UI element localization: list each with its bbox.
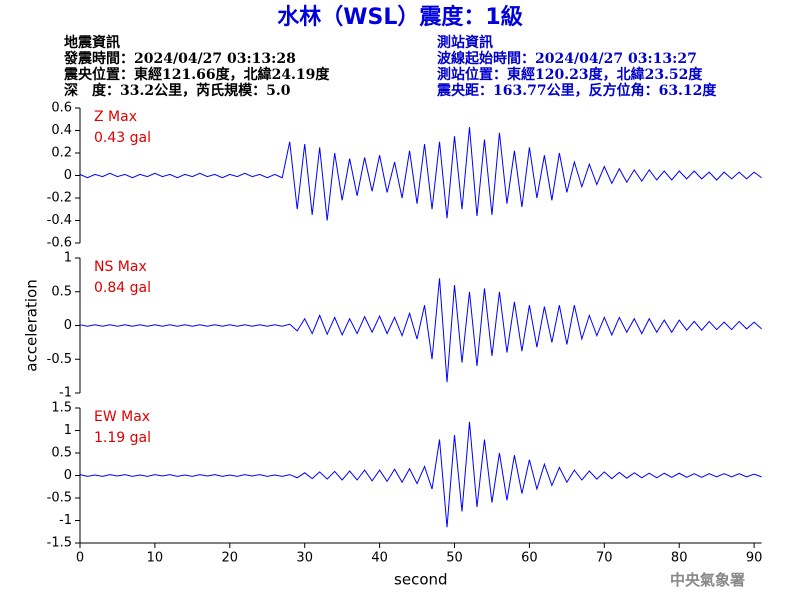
chart-title: 水林（WSL）震度：1級 — [277, 4, 522, 30]
info-text: 測站位置：東經120.23度，北緯23.52度 — [437, 66, 703, 83]
x-tick-label: 70 — [596, 551, 613, 566]
y-tick-label: -1 — [59, 513, 72, 528]
panel-label: Z Max — [94, 109, 137, 125]
info-text: 地震資訊 — [64, 34, 120, 51]
waveform — [79, 278, 762, 383]
y-tick-label: -0.5 — [47, 491, 72, 506]
x-tick-label: 50 — [446, 551, 463, 566]
y-tick-label: 0.5 — [51, 446, 72, 461]
panel-label: EW Max — [94, 409, 150, 425]
y-tick-label: -0.6 — [47, 236, 72, 251]
waveform — [79, 421, 762, 528]
y-axis-label: acceleration — [23, 279, 41, 371]
x-tick-label: 90 — [746, 551, 763, 566]
footer: 中央氣象署 — [670, 571, 745, 589]
info-text: 深 度：33.2公里，芮氏規模：5.0 — [64, 82, 291, 99]
y-tick-label: 0 — [64, 318, 72, 333]
y-tick-label: 0 — [64, 168, 72, 183]
x-tick-label: 30 — [296, 551, 313, 566]
info-text: 波線起始時間：2024/04/27 03:13:27 — [437, 50, 697, 67]
x-tick-label: 0 — [76, 551, 84, 566]
y-tick-label: -0.4 — [47, 213, 72, 228]
waveform — [79, 127, 762, 221]
info-text: 測站資訊 — [437, 34, 493, 51]
info-text: 震央位置：東經121.66度，北緯24.19度 — [63, 66, 330, 83]
y-tick-label: 1 — [64, 423, 72, 438]
y-tick-label: 1 — [64, 251, 72, 266]
x-tick-label: 20 — [222, 551, 239, 566]
y-tick-label: 1.5 — [51, 401, 72, 416]
peak-label: 0.43 gal — [94, 130, 151, 146]
panel-label: NS Max — [94, 259, 147, 275]
y-tick-label: 0 — [64, 468, 72, 483]
x-tick-label: 40 — [371, 551, 388, 566]
y-tick-label: 0.5 — [51, 284, 72, 299]
y-tick-label: -1.5 — [47, 536, 72, 551]
info-text: 震央距：163.77公里，反方位角：63.12度 — [436, 82, 717, 99]
y-tick-label: 0.4 — [51, 123, 72, 138]
y-tick-label: 0.2 — [51, 146, 72, 161]
info-text: 發震時間：2024/04/27 03:13:28 — [63, 50, 296, 67]
peak-label: 0.84 gal — [94, 280, 151, 296]
y-tick-label: 0.6 — [51, 101, 72, 116]
x-tick-label: 80 — [671, 551, 688, 566]
x-axis-label: second — [394, 571, 448, 589]
y-tick-label: -1 — [59, 386, 72, 401]
x-tick-label: 60 — [521, 551, 538, 566]
peak-label: 1.19 gal — [94, 430, 151, 446]
x-tick-label: 10 — [147, 551, 164, 566]
y-tick-label: -0.5 — [47, 352, 72, 367]
y-tick-label: -0.2 — [47, 191, 72, 206]
